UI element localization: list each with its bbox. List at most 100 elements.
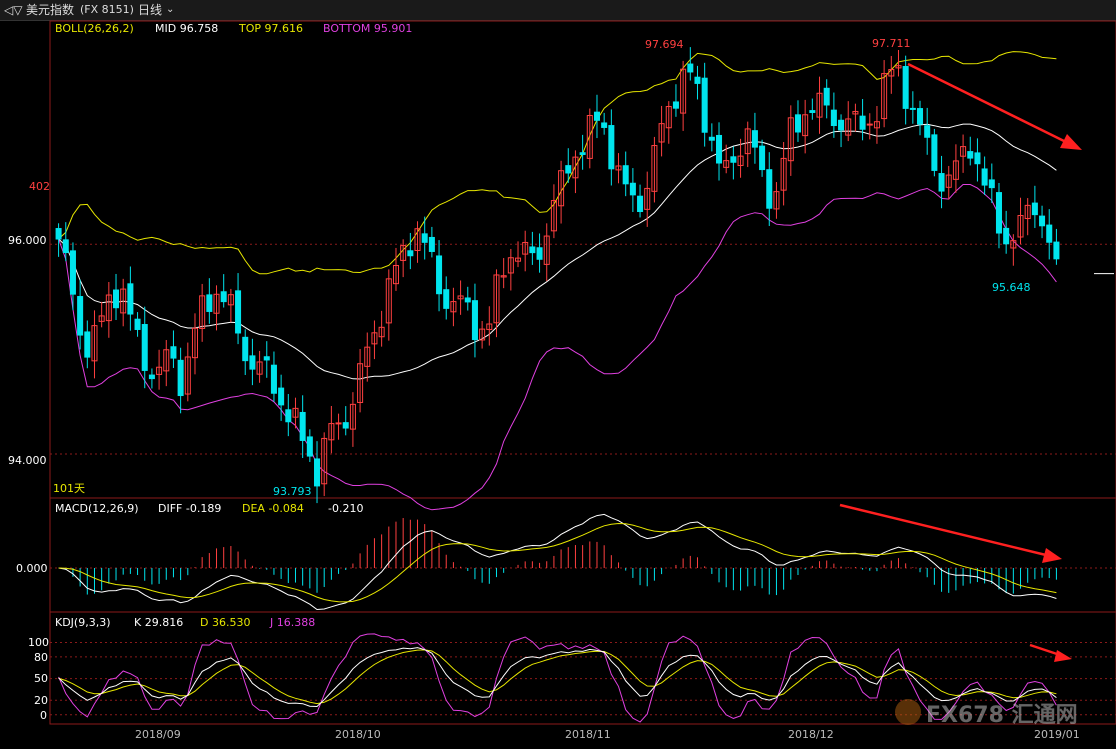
candle-body [328, 423, 335, 441]
candle-body [263, 356, 270, 361]
high-label-2: 97.711 [872, 37, 911, 50]
candle [687, 47, 694, 81]
candle [421, 216, 428, 260]
candle [1053, 228, 1060, 265]
candle-body [335, 422, 342, 425]
candle-body [895, 65, 902, 69]
candle [156, 349, 163, 390]
kdj-d-label: D 36.530 [200, 616, 250, 629]
kdj-tick-label: 50 [34, 672, 48, 685]
candle [321, 432, 328, 497]
candle [450, 287, 457, 327]
candle [84, 320, 91, 369]
candle [809, 98, 816, 120]
candle [91, 310, 98, 379]
candle [141, 306, 148, 389]
candles [55, 47, 1114, 504]
candle [881, 60, 888, 128]
candle-body [357, 363, 364, 403]
candle-body [838, 119, 845, 131]
candle [866, 113, 873, 140]
x-tick-label: 2018/09 [135, 728, 181, 741]
candle [342, 406, 349, 436]
x-tick-label: 2019/01 [1034, 728, 1080, 741]
candle-body [830, 109, 837, 127]
candle [349, 392, 356, 447]
candle-body [902, 66, 909, 109]
period-selector[interactable]: 日线 [138, 3, 163, 17]
candle [378, 310, 385, 347]
candle [960, 134, 967, 173]
candle-body [314, 458, 321, 487]
candle [414, 221, 421, 263]
candle [285, 394, 292, 437]
candle [522, 230, 529, 272]
candle-body [888, 69, 895, 77]
candle [385, 269, 392, 341]
kdj-tick-label: 80 [34, 651, 48, 664]
candle [766, 152, 773, 226]
kdj-tick-label: 100 [28, 636, 49, 649]
candle [242, 329, 249, 376]
macd-legend-name: MACD(12,26,9) [55, 502, 139, 515]
candle-body [737, 155, 744, 166]
x-tick-label: 2018/12 [788, 728, 834, 741]
candle-body [787, 117, 794, 162]
candle [457, 280, 464, 315]
back-icon[interactable]: ◁▽ [4, 3, 23, 17]
candle-body [637, 195, 644, 213]
candle [177, 347, 184, 414]
candle-body [658, 123, 665, 143]
candle-body [644, 187, 651, 210]
candle [69, 242, 76, 311]
candle [586, 108, 593, 169]
candle-body [148, 374, 155, 380]
candle-body [428, 236, 435, 252]
kdj-tick-label: 0 [40, 709, 47, 722]
chevron-down-icon[interactable]: ⌄ [166, 4, 175, 15]
candle-body [163, 349, 170, 372]
candle [794, 100, 801, 142]
candle [134, 312, 141, 337]
candle-body [407, 250, 414, 257]
candle-body [672, 101, 679, 109]
macd-value-label: -0.210 [328, 502, 363, 515]
candle-body [113, 289, 120, 309]
candle-body [988, 179, 995, 189]
kdj-j-label: J 16.388 [269, 616, 315, 629]
candle-body [213, 293, 220, 314]
main-panel-frame [49, 20, 1116, 499]
candle-body [378, 326, 385, 338]
candle-body [995, 192, 1002, 234]
candle-body [306, 436, 313, 457]
trend-arrow-kdj [1029, 643, 1072, 662]
candle [644, 171, 651, 227]
candle [486, 306, 493, 346]
candle-body [105, 294, 112, 322]
candle-body [751, 130, 758, 148]
candle [314, 441, 321, 504]
macd-dea-line [58, 522, 1057, 603]
candle [493, 269, 500, 338]
candle-body [500, 275, 507, 278]
candle-body [873, 121, 880, 129]
candle [256, 350, 263, 383]
candle-body [924, 125, 931, 138]
candle-body [1039, 215, 1046, 227]
candle [558, 160, 565, 224]
candle [543, 223, 550, 282]
candle [1031, 185, 1038, 228]
candle [938, 155, 945, 209]
candle [672, 84, 679, 117]
candle-body [436, 255, 443, 295]
candle [1039, 205, 1046, 239]
candle-body [134, 318, 141, 330]
candle [206, 278, 213, 324]
instrument-title[interactable]: 美元指数 [26, 3, 75, 17]
candle [371, 320, 378, 360]
candle-body [299, 411, 306, 441]
boll-bottom-line [58, 184, 1057, 511]
candle [708, 123, 715, 152]
candle [565, 148, 572, 183]
